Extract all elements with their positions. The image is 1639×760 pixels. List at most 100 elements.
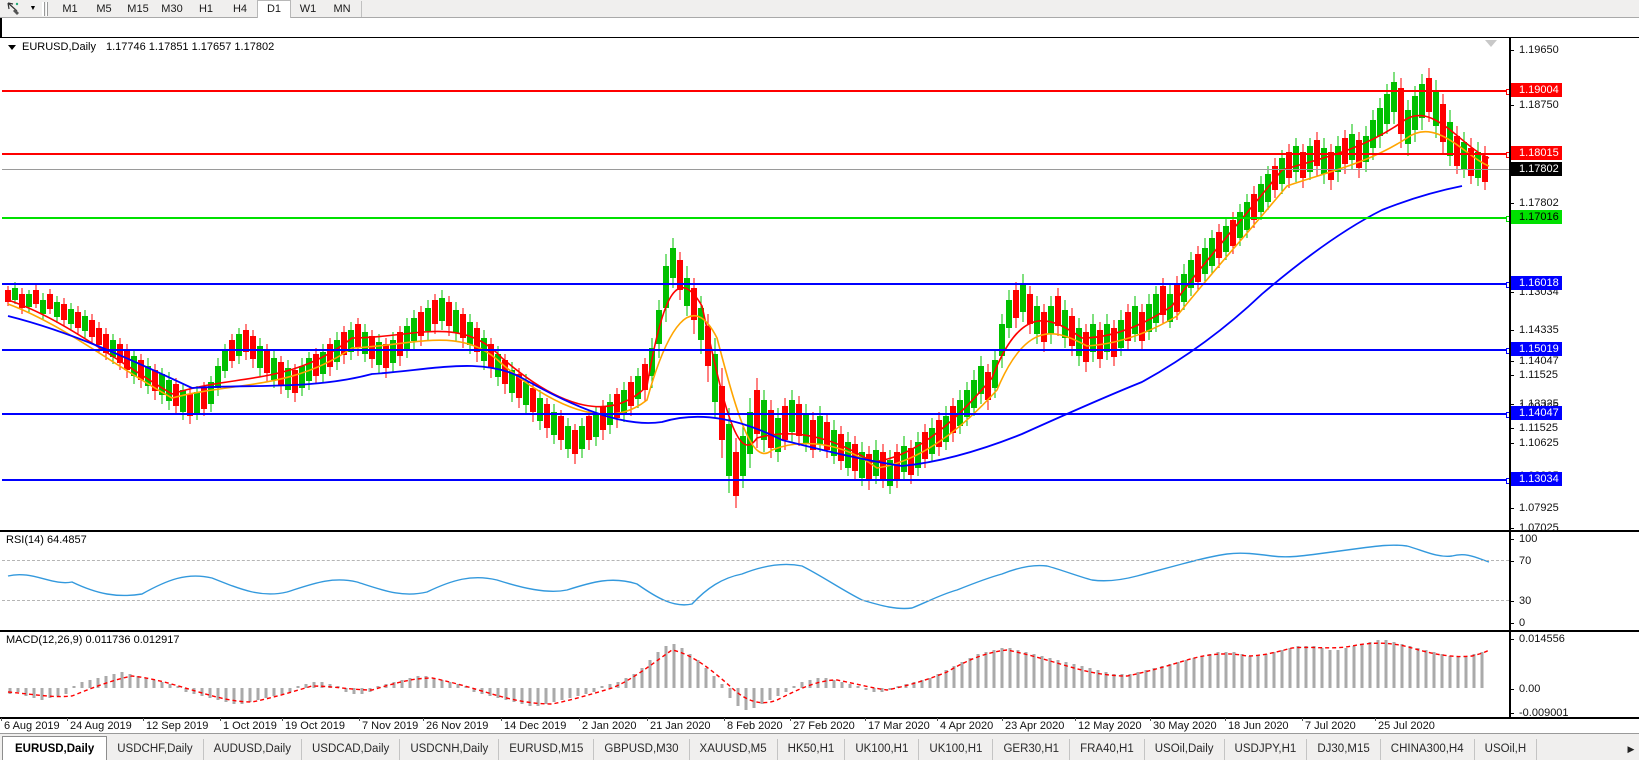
price-tick: 1.07925 bbox=[1510, 503, 1559, 514]
macd-tick-max: 0.014556 bbox=[1510, 634, 1565, 645]
timeframe-m30[interactable]: M30 bbox=[161, 2, 183, 15]
triangle-down-icon[interactable] bbox=[8, 44, 16, 50]
price-tick: 1.17802 bbox=[1510, 198, 1559, 209]
timeframe-mn[interactable]: MN bbox=[333, 2, 351, 15]
rsi-level-70-line bbox=[2, 560, 1509, 561]
price-tick: 1.14047 bbox=[1510, 356, 1559, 367]
chart-tab-hk50-h1[interactable]: HK50,H1 bbox=[778, 739, 846, 760]
rsi-scale[interactable]: 100 70 30 0 bbox=[1509, 532, 1639, 630]
chart-tab-usoil-daily[interactable]: USOil,Daily bbox=[1145, 739, 1225, 760]
rsi-pane[interactable]: RSI(14) 64.4857 100 70 30 0 bbox=[0, 531, 1639, 631]
macd-series-svg bbox=[7, 640, 1490, 710]
price-plot[interactable] bbox=[2, 38, 1509, 530]
rsi-tick-0: 0 bbox=[1509, 618, 1525, 629]
resistance-line-1.18015[interactable] bbox=[2, 152, 1509, 158]
price-scale[interactable]: 1.19650 1.18750 1.16938 1.14335 1.13325 … bbox=[1509, 38, 1639, 554]
symbol-text: EURUSD,Daily bbox=[22, 41, 96, 53]
chart-tab-bar[interactable]: EURUSD,Daily USDCHF,Daily AUDUSD,Daily U… bbox=[0, 733, 1639, 760]
chart-area[interactable]: EURUSD,Daily 1.17746 1.17851 1.17657 1.1… bbox=[0, 18, 1639, 733]
time-tick: 23 Apr 2020 bbox=[1001, 718, 1065, 732]
time-tick: 8 Feb 2020 bbox=[724, 718, 783, 732]
timeframe-m5[interactable]: M5 bbox=[96, 2, 112, 15]
macd-label: MACD(12,26,9) 0.011736 0.012917 bbox=[6, 634, 180, 646]
macd-scale[interactable]: 0.014556 0.00 -0.009001 bbox=[1509, 632, 1639, 719]
macd-pane[interactable]: MACD(12,26,9) 0.011736 0.012917 0.014556… bbox=[0, 631, 1639, 719]
top-toolbar: ▼ M1 M5 M15 M30 H1 H4 D1 W1 MN bbox=[0, 0, 1639, 18]
timeframe-m15[interactable]: M15 bbox=[127, 2, 149, 15]
rsi-plot[interactable] bbox=[2, 532, 1509, 630]
rsi-tick-30: 30 bbox=[1509, 596, 1531, 607]
support-line-1.16018[interactable] bbox=[2, 282, 1509, 288]
rsi-tick-70: 70 bbox=[1509, 556, 1531, 567]
chart-tab-usoil-h[interactable]: USOil,H bbox=[1475, 739, 1538, 760]
timeframe-h4[interactable]: H4 bbox=[232, 2, 248, 15]
chart-tab-usdchf-daily[interactable]: USDCHF,Daily bbox=[107, 739, 204, 760]
price-badge-resistance-1[interactable]: 1.19004 bbox=[1511, 83, 1562, 97]
time-tick: 27 Feb 2020 bbox=[790, 718, 855, 732]
pivot-line-1.17016[interactable] bbox=[2, 216, 1509, 222]
macd-tick-zero: 0.00 bbox=[1509, 684, 1540, 695]
timeframe-w1[interactable]: W1 bbox=[299, 2, 317, 15]
price-badge-support-1[interactable]: 1.16018 bbox=[1511, 276, 1562, 290]
price-tick: 1.19650 bbox=[1510, 45, 1559, 56]
price-tick: 1.13325 bbox=[1510, 399, 1559, 410]
toolbar-separator bbox=[361, 0, 362, 17]
price-badge-pivot[interactable]: 1.17016 bbox=[1511, 210, 1562, 224]
chart-tab-ger30-h1[interactable]: GER30,H1 bbox=[993, 739, 1071, 760]
ohlc-values: 1.17746 1.17851 1.17657 1.17802 bbox=[105, 41, 275, 53]
chart-tab-usdcnh-daily[interactable]: USDCNH,Daily bbox=[400, 739, 500, 760]
time-tick: 7 Jul 2020 bbox=[1302, 718, 1356, 732]
price-tick: 1.13034 bbox=[1510, 287, 1559, 298]
rsi-label: RSI(14) 64.4857 bbox=[6, 534, 87, 546]
price-badge-support-3[interactable]: 1.14047 bbox=[1511, 406, 1562, 420]
price-tick: 1.11525 bbox=[1510, 423, 1558, 434]
price-pane[interactable]: EURUSD,Daily 1.17746 1.17851 1.17657 1.1… bbox=[0, 37, 1639, 554]
time-axis[interactable]: 6 Aug 2019 24 Aug 2019 12 Sep 2019 1 Oct… bbox=[0, 718, 1639, 733]
chevron-down-icon[interactable]: ▼ bbox=[29, 5, 37, 12]
current-price-line bbox=[2, 169, 1509, 170]
chevron-right-icon[interactable]: ▶ bbox=[1623, 739, 1639, 760]
rsi-tick-100: 100 bbox=[1509, 534, 1537, 545]
price-badge-support-2[interactable]: 1.15019 bbox=[1511, 342, 1562, 356]
time-tick: 30 May 2020 bbox=[1150, 718, 1217, 732]
price-tick: 1.14335 bbox=[1510, 325, 1559, 336]
timeframe-m1[interactable]: M1 bbox=[62, 2, 78, 15]
price-tick: 1.18750 bbox=[1510, 100, 1559, 111]
price-tick: 1.07025 bbox=[1510, 523, 1559, 534]
support-line-1.13034[interactable] bbox=[2, 478, 1509, 484]
time-tick: 25 Jul 2020 bbox=[1375, 718, 1435, 732]
timeframe-d1[interactable]: D1 bbox=[257, 0, 291, 18]
time-tick: 26 Nov 2019 bbox=[422, 718, 489, 732]
macd-tick-min: -0.009001 bbox=[1510, 708, 1569, 719]
toolbar-grip[interactable] bbox=[42, 1, 49, 16]
chart-tab-usdjpy-h1[interactable]: USDJPY,H1 bbox=[1225, 739, 1308, 760]
chart-tab-usdcad-daily[interactable]: USDCAD,Daily bbox=[302, 739, 401, 760]
price-badge-current: 1.17802 bbox=[1511, 162, 1562, 176]
chart-tab-fra40-h1[interactable]: FRA40,H1 bbox=[1070, 739, 1145, 760]
chart-tab-uk100-h1-a[interactable]: UK100,H1 bbox=[845, 739, 920, 760]
chart-tab-uk100-h1-b[interactable]: UK100,H1 bbox=[919, 739, 994, 760]
price-badge-resistance-2[interactable]: 1.18015 bbox=[1511, 146, 1562, 160]
price-badge-support-4[interactable]: 1.13034 bbox=[1511, 472, 1562, 486]
time-tick: 2 Jan 2020 bbox=[578, 718, 637, 732]
chart-tab-china300-h4[interactable]: CHINA300,H4 bbox=[1381, 739, 1475, 760]
chart-tab-eurusd-m15[interactable]: EURUSD,M15 bbox=[499, 739, 595, 760]
price-tick: 1.11525 bbox=[1510, 370, 1558, 381]
time-tick: 17 Mar 2020 bbox=[865, 718, 930, 732]
chart-tab-eurusd-daily[interactable]: EURUSD,Daily bbox=[2, 736, 108, 760]
time-tick: 21 Jan 2020 bbox=[647, 718, 711, 732]
macd-plot[interactable] bbox=[2, 632, 1509, 717]
chart-tab-gbpusd-m30[interactable]: GBPUSD,M30 bbox=[594, 739, 690, 760]
chart-tab-dj30-m15[interactable]: DJ30,M15 bbox=[1307, 739, 1381, 760]
resistance-line-1.19004[interactable] bbox=[2, 89, 1509, 95]
time-tick: 6 Aug 2019 bbox=[1, 718, 60, 732]
crosshair-cursor-icon[interactable] bbox=[0, 0, 26, 17]
time-tick: 12 Sep 2019 bbox=[142, 718, 209, 732]
chart-symbol-label: EURUSD,Daily 1.17746 1.17851 1.17657 1.1… bbox=[8, 41, 274, 53]
support-line-1.15019[interactable] bbox=[2, 348, 1509, 354]
timeframe-h1[interactable]: H1 bbox=[198, 2, 214, 15]
chart-tab-audusd-daily[interactable]: AUDUSD,Daily bbox=[204, 739, 302, 760]
support-line-1.14047[interactable] bbox=[2, 412, 1509, 418]
chart-scroll-marker[interactable] bbox=[1485, 40, 1497, 47]
chart-tab-xauusd-m5[interactable]: XAUUSD,M5 bbox=[690, 739, 778, 760]
